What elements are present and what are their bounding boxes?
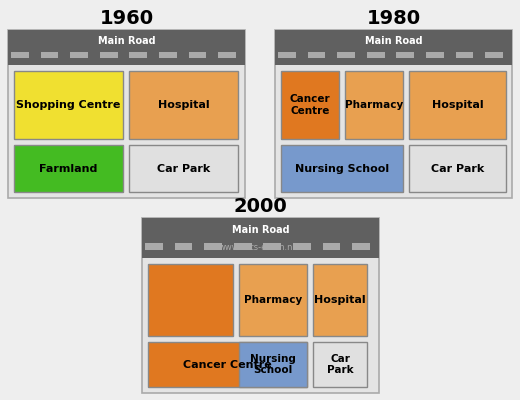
Bar: [129, 145, 238, 192]
Text: Cancer
Centre: Cancer Centre: [290, 94, 330, 116]
Text: Main Road: Main Road: [232, 225, 289, 235]
Bar: [353, 243, 370, 250]
Bar: [323, 243, 341, 250]
Bar: [275, 30, 512, 65]
Text: Car
Park: Car Park: [327, 354, 353, 375]
Bar: [281, 71, 339, 139]
Bar: [275, 30, 512, 198]
Bar: [129, 52, 147, 58]
Bar: [129, 71, 238, 139]
Bar: [264, 243, 281, 250]
Text: Hospital: Hospital: [314, 295, 366, 305]
Bar: [396, 52, 414, 58]
Bar: [345, 71, 403, 139]
Text: 2000: 2000: [233, 198, 288, 216]
Text: Main Road: Main Road: [98, 36, 155, 46]
Text: Pharmacy: Pharmacy: [244, 295, 302, 305]
Bar: [239, 264, 307, 336]
Bar: [409, 145, 506, 192]
Text: Nursing School: Nursing School: [295, 164, 389, 174]
Text: Hospital: Hospital: [432, 100, 483, 110]
Bar: [239, 342, 307, 387]
Bar: [293, 243, 311, 250]
Bar: [159, 52, 177, 58]
Bar: [218, 52, 236, 58]
Bar: [367, 52, 385, 58]
Text: Hospital: Hospital: [158, 100, 210, 110]
Bar: [204, 243, 222, 250]
Bar: [11, 52, 29, 58]
Bar: [426, 52, 444, 58]
Bar: [142, 218, 379, 258]
Bar: [313, 264, 367, 336]
Bar: [278, 52, 296, 58]
Bar: [148, 342, 307, 387]
Text: Pharmacy: Pharmacy: [345, 100, 403, 110]
Bar: [142, 218, 379, 393]
Bar: [8, 30, 245, 198]
Bar: [337, 52, 355, 58]
Text: Farmland: Farmland: [40, 164, 98, 174]
Bar: [409, 71, 506, 139]
Bar: [175, 243, 192, 250]
Text: Nursing
School: Nursing School: [250, 354, 296, 375]
Bar: [281, 145, 403, 192]
Bar: [456, 52, 474, 58]
Text: 1980: 1980: [367, 8, 421, 28]
Bar: [8, 30, 245, 65]
Bar: [14, 145, 123, 192]
Bar: [70, 52, 88, 58]
Text: 1960: 1960: [99, 8, 153, 28]
Bar: [234, 243, 252, 250]
Bar: [189, 52, 206, 58]
Text: Main Road: Main Road: [365, 36, 422, 46]
Text: Car Park: Car Park: [431, 164, 484, 174]
Bar: [313, 342, 367, 387]
Text: www.ielts-exam.net: www.ielts-exam.net: [219, 244, 302, 252]
Bar: [145, 243, 163, 250]
Text: Car Park: Car Park: [157, 164, 210, 174]
Text: Cancer Centre: Cancer Centre: [183, 360, 272, 370]
Text: Shopping Centre: Shopping Centre: [16, 100, 121, 110]
Bar: [41, 52, 58, 58]
Bar: [308, 52, 326, 58]
Bar: [100, 52, 118, 58]
Bar: [14, 71, 123, 139]
Bar: [485, 52, 503, 58]
Bar: [148, 264, 233, 336]
